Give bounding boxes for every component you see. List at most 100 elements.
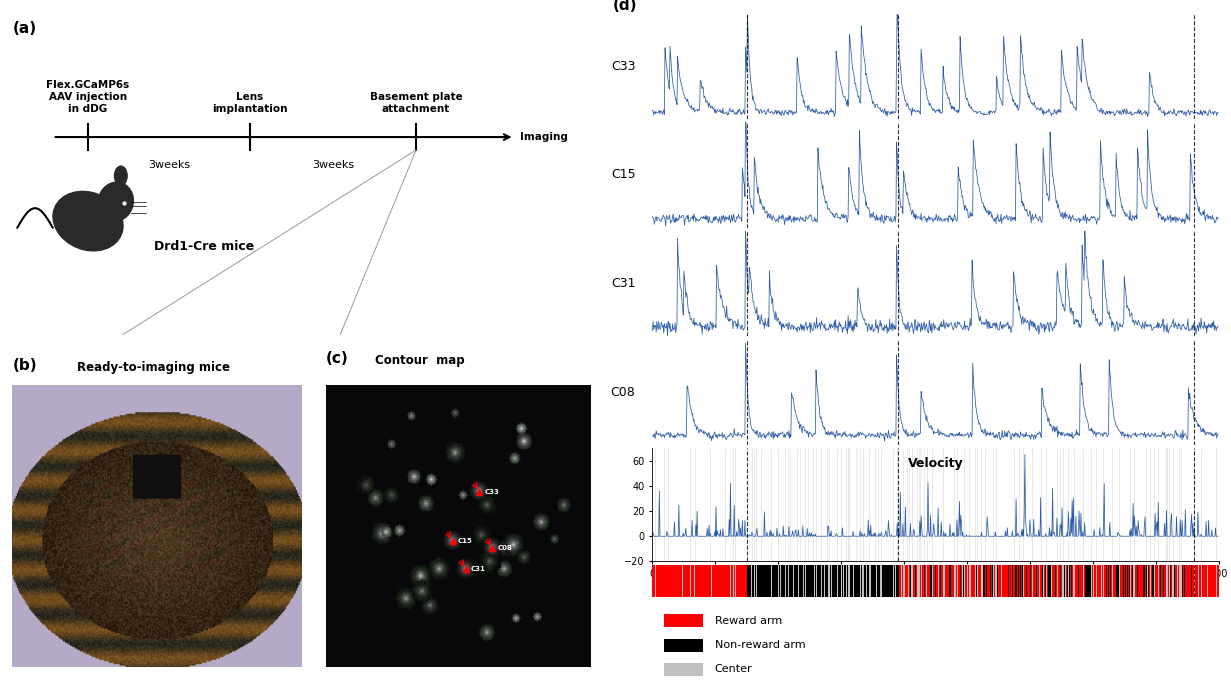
Bar — [790, 565, 793, 597]
Bar — [1107, 565, 1108, 597]
Bar — [1057, 565, 1059, 597]
Bar — [780, 565, 784, 597]
Bar — [894, 565, 895, 597]
Bar — [1117, 565, 1119, 597]
Bar — [758, 565, 761, 597]
Bar — [998, 565, 1001, 597]
Bar — [771, 565, 772, 597]
Bar — [1050, 565, 1051, 597]
Bar — [1181, 565, 1182, 597]
Bar — [735, 565, 736, 597]
Bar — [1163, 565, 1165, 597]
Bar — [979, 565, 980, 597]
Text: Reward arm: Reward arm — [715, 616, 782, 626]
Bar — [958, 565, 960, 597]
Bar — [922, 565, 923, 597]
Text: Basement plate
attachment: Basement plate attachment — [369, 92, 463, 114]
Bar — [1184, 565, 1188, 597]
Bar — [665, 565, 666, 597]
Bar — [1140, 565, 1142, 597]
Bar — [664, 638, 703, 652]
Bar — [1123, 565, 1124, 597]
Bar — [870, 565, 874, 597]
Text: Lens
implantation: Lens implantation — [212, 92, 287, 114]
Bar — [731, 565, 732, 597]
Bar — [936, 565, 938, 597]
Bar — [666, 565, 667, 597]
Bar — [968, 565, 969, 597]
Bar — [1165, 565, 1166, 597]
Bar — [1075, 565, 1078, 597]
Bar — [1014, 565, 1016, 597]
Bar — [805, 565, 806, 597]
Bar — [798, 565, 799, 597]
Bar — [927, 565, 929, 597]
Text: Ready-to-imaging mice: Ready-to-imaging mice — [78, 361, 230, 374]
Text: C15: C15 — [611, 169, 635, 182]
Bar — [1019, 565, 1020, 597]
Bar — [1016, 565, 1017, 597]
Bar — [656, 565, 662, 597]
Text: C33: C33 — [484, 488, 500, 495]
Bar — [864, 565, 867, 597]
Bar — [1183, 565, 1184, 597]
Bar — [1188, 565, 1192, 597]
Bar — [832, 565, 837, 597]
Bar — [696, 565, 708, 597]
Bar — [1121, 565, 1123, 597]
Bar — [883, 565, 890, 597]
Ellipse shape — [114, 166, 127, 186]
Bar — [1103, 565, 1104, 597]
Bar — [1195, 565, 1198, 597]
Text: C15: C15 — [458, 538, 473, 544]
Ellipse shape — [98, 182, 133, 222]
Bar — [848, 565, 849, 597]
Bar — [913, 565, 915, 597]
Bar — [1073, 565, 1075, 597]
Bar — [736, 565, 747, 597]
Bar — [971, 565, 975, 597]
Bar — [683, 565, 691, 597]
Bar — [751, 565, 752, 597]
Bar — [1061, 565, 1062, 597]
Bar — [1125, 565, 1126, 597]
Bar — [1085, 565, 1086, 597]
Bar — [1149, 565, 1150, 597]
Bar — [662, 565, 664, 597]
Bar — [1192, 565, 1193, 597]
Bar — [977, 565, 979, 597]
Bar — [1208, 565, 1216, 597]
Bar — [1030, 565, 1033, 597]
Bar — [1070, 565, 1071, 597]
Bar — [1201, 565, 1208, 597]
Text: (d): (d) — [613, 0, 638, 13]
Text: Drd1-Cre mice: Drd1-Cre mice — [154, 241, 254, 253]
Bar — [842, 565, 843, 597]
Bar — [1038, 565, 1039, 597]
Bar — [1083, 565, 1085, 597]
Bar — [1155, 565, 1157, 597]
Bar — [1056, 565, 1057, 597]
Bar — [1142, 565, 1145, 597]
Bar — [869, 565, 870, 597]
Bar — [975, 565, 976, 597]
Bar — [901, 565, 904, 597]
Text: (c): (c) — [326, 351, 348, 366]
Bar — [1037, 565, 1038, 597]
Bar — [1193, 565, 1194, 597]
Bar — [1024, 565, 1027, 597]
Bar — [691, 565, 694, 597]
Bar — [752, 565, 753, 597]
Bar — [955, 565, 956, 597]
Bar — [794, 565, 796, 597]
Bar — [1178, 565, 1179, 597]
Bar — [1151, 565, 1152, 597]
Bar — [1166, 565, 1168, 597]
Bar — [825, 565, 827, 597]
Bar — [694, 565, 696, 597]
Bar — [668, 565, 682, 597]
Bar — [838, 565, 841, 597]
Bar — [777, 565, 778, 597]
Text: Center: Center — [715, 665, 752, 674]
Bar — [1046, 565, 1048, 597]
